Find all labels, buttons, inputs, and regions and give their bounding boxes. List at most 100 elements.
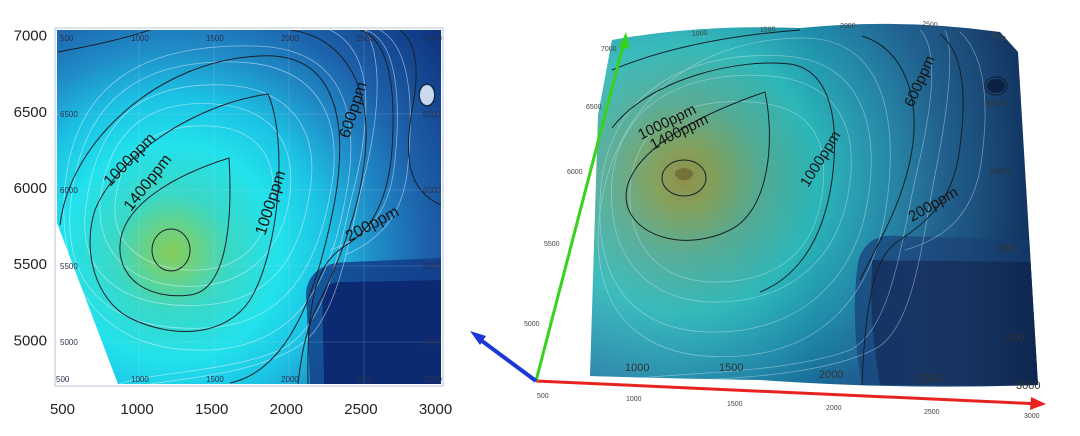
grid-lines — [57, 30, 441, 384]
inner-top-label: 2500 — [356, 34, 374, 43]
inner-left-labels: 6500 6000 5500 5000 — [60, 110, 78, 347]
y-tick-label: 6500 — [14, 104, 47, 121]
y-axis-3d — [534, 37, 627, 382]
surface-right-labels: 6500 6000 5500 5000 — [986, 98, 1024, 343]
surface-top-label: 3000 — [989, 31, 1006, 43]
surface-contour-secondary — [984, 76, 1008, 96]
axis-3d-y-tick: 6500 — [586, 104, 602, 111]
y-tick-label: 5000 — [14, 332, 47, 349]
contour-1400ppm — [119, 157, 231, 297]
x-axis-3d — [535, 379, 1043, 406]
surface-x-label: 3000 — [1016, 380, 1040, 392]
inner-left-label: 6000 — [60, 186, 78, 195]
inner-bottom-label: 500 — [56, 375, 70, 384]
axes-3d — [470, 32, 1046, 410]
plot-frame — [54, 27, 444, 387]
inner-bottom-label: 2500 — [356, 375, 374, 384]
x-tick-label: 2500 — [344, 401, 377, 418]
surface-contour-lines — [611, 29, 1008, 386]
inner-top-label: 1000 — [131, 34, 149, 43]
surface-x-label: 2000 — [819, 369, 843, 381]
surface-right-label: 5500 — [996, 243, 1016, 253]
inner-bottom-label: 3000 — [424, 375, 442, 384]
surface-top-labels: 1000 1500 2000 2500 3000 — [692, 21, 1007, 43]
inner-left-label: 5000 — [60, 338, 78, 347]
axis-3d-y-tick: 6000 — [567, 169, 583, 176]
inner-right-label: 6000 — [423, 186, 441, 195]
inner-left-label: 6500 — [60, 110, 78, 119]
surface-peak-highlight — [675, 168, 693, 180]
x-axis-arrow — [1030, 397, 1046, 410]
contour-1000ppm-outer — [59, 55, 341, 384]
inner-top-label: 500 — [60, 34, 74, 43]
contour-200ppm — [307, 30, 394, 384]
contour-peak — [151, 228, 191, 272]
surface-contour-upper — [611, 29, 801, 71]
axis-3d-y-tick: 7000 — [601, 46, 617, 53]
y-tick-label: 7000 — [14, 28, 47, 45]
y-axis-2d: 5000 5500 6000 6500 7000 — [14, 28, 47, 350]
surface-contour-peak — [661, 159, 707, 197]
x-tick-label: 1500 — [195, 401, 228, 418]
surface-contour-200ppm — [861, 33, 964, 386]
surface-top-label: 2000 — [840, 23, 856, 30]
contour-map-2d: 1400ppm 1000ppm 1000ppm 600ppm 200ppm 50… — [14, 27, 452, 418]
axis-3d-y-tick: 5000 — [524, 321, 540, 328]
x-tick-label: 2000 — [270, 401, 303, 418]
low-region — [322, 280, 441, 384]
axis-3d-x-tick: 3000 — [1024, 413, 1040, 420]
surface-top-label: 1500 — [760, 26, 776, 34]
surface-shading — [590, 23, 1038, 387]
surface-x-label: 2500 — [918, 373, 942, 385]
x-tick-label: 3000 — [419, 401, 452, 418]
axis-3d-y-ticks: 5000 5500 6000 6500 7000 — [524, 46, 617, 328]
inner-top-label: 1500 — [206, 34, 224, 43]
axis-3d-x-tick: 1000 — [626, 396, 642, 403]
surface-top-label: 1000 — [692, 30, 708, 38]
axis-3d-x-tick: 2000 — [826, 405, 842, 412]
axis-3d-x-ticks: 500 1000 1500 2000 2500 3000 — [537, 393, 1040, 420]
x-axis-2d: 500 1000 1500 2000 2500 3000 — [50, 401, 452, 418]
axis-3d-x-tick: 1500 — [727, 401, 743, 408]
low-band — [306, 258, 441, 384]
surface-x-label: 1000 — [625, 362, 649, 374]
inner-bottom-labels: 500 1000 1500 2000 2500 3000 — [56, 375, 442, 384]
surface-x-labels: 1000 1500 2000 2500 3000 — [625, 362, 1040, 392]
contour-edge-top — [57, 30, 151, 53]
inner-right-labels: 6500 6000 5500 5000 — [423, 110, 441, 347]
surface-contour-600ppm — [859, 35, 915, 281]
secondary-dip — [987, 79, 1005, 93]
surface-contour-1400ppm — [625, 91, 770, 241]
surface-contour-1000ppm — [611, 62, 836, 293]
inner-right-label: 5000 — [423, 338, 441, 347]
z-axis-3d — [476, 336, 538, 383]
inner-right-label: 6500 — [423, 110, 441, 119]
axis-3d-x-tick: 2500 — [924, 409, 940, 416]
y-tick-label: 5500 — [14, 256, 47, 273]
contour-600ppm — [289, 30, 367, 384]
contour-lines — [57, 30, 441, 384]
inner-right-label: 5500 — [423, 262, 441, 271]
contour-secondary — [418, 83, 436, 107]
contour-1000ppm-inner — [89, 93, 280, 333]
contour-edge-right — [399, 30, 441, 206]
axis-3d-x-tick: 500 — [537, 393, 549, 400]
x-tick-label: 500 — [50, 401, 75, 418]
surface-right-label: 6500 — [986, 98, 1006, 108]
inner-top-label: 3000 — [424, 34, 442, 43]
y-axis-arrow — [619, 32, 630, 49]
z-axis-arrow — [470, 331, 486, 345]
secondary-low-spot — [420, 85, 434, 105]
x-tick-label: 1000 — [120, 401, 153, 418]
surface-right-label: 5000 — [1004, 333, 1024, 343]
surface-right-label: 6000 — [990, 166, 1010, 176]
surface-top-label: 2500 — [922, 21, 938, 29]
surface-map-3d: 1000 1500 2000 2500 3000 6500 6000 5500 … — [470, 21, 1046, 420]
inner-bottom-label: 2000 — [281, 375, 299, 384]
surface-iso-lines — [597, 29, 986, 381]
inner-top-label: 2000 — [281, 34, 299, 43]
inner-bottom-label: 1500 — [206, 375, 224, 384]
inner-left-label: 5500 — [60, 262, 78, 271]
inner-bottom-label: 1000 — [131, 375, 149, 384]
